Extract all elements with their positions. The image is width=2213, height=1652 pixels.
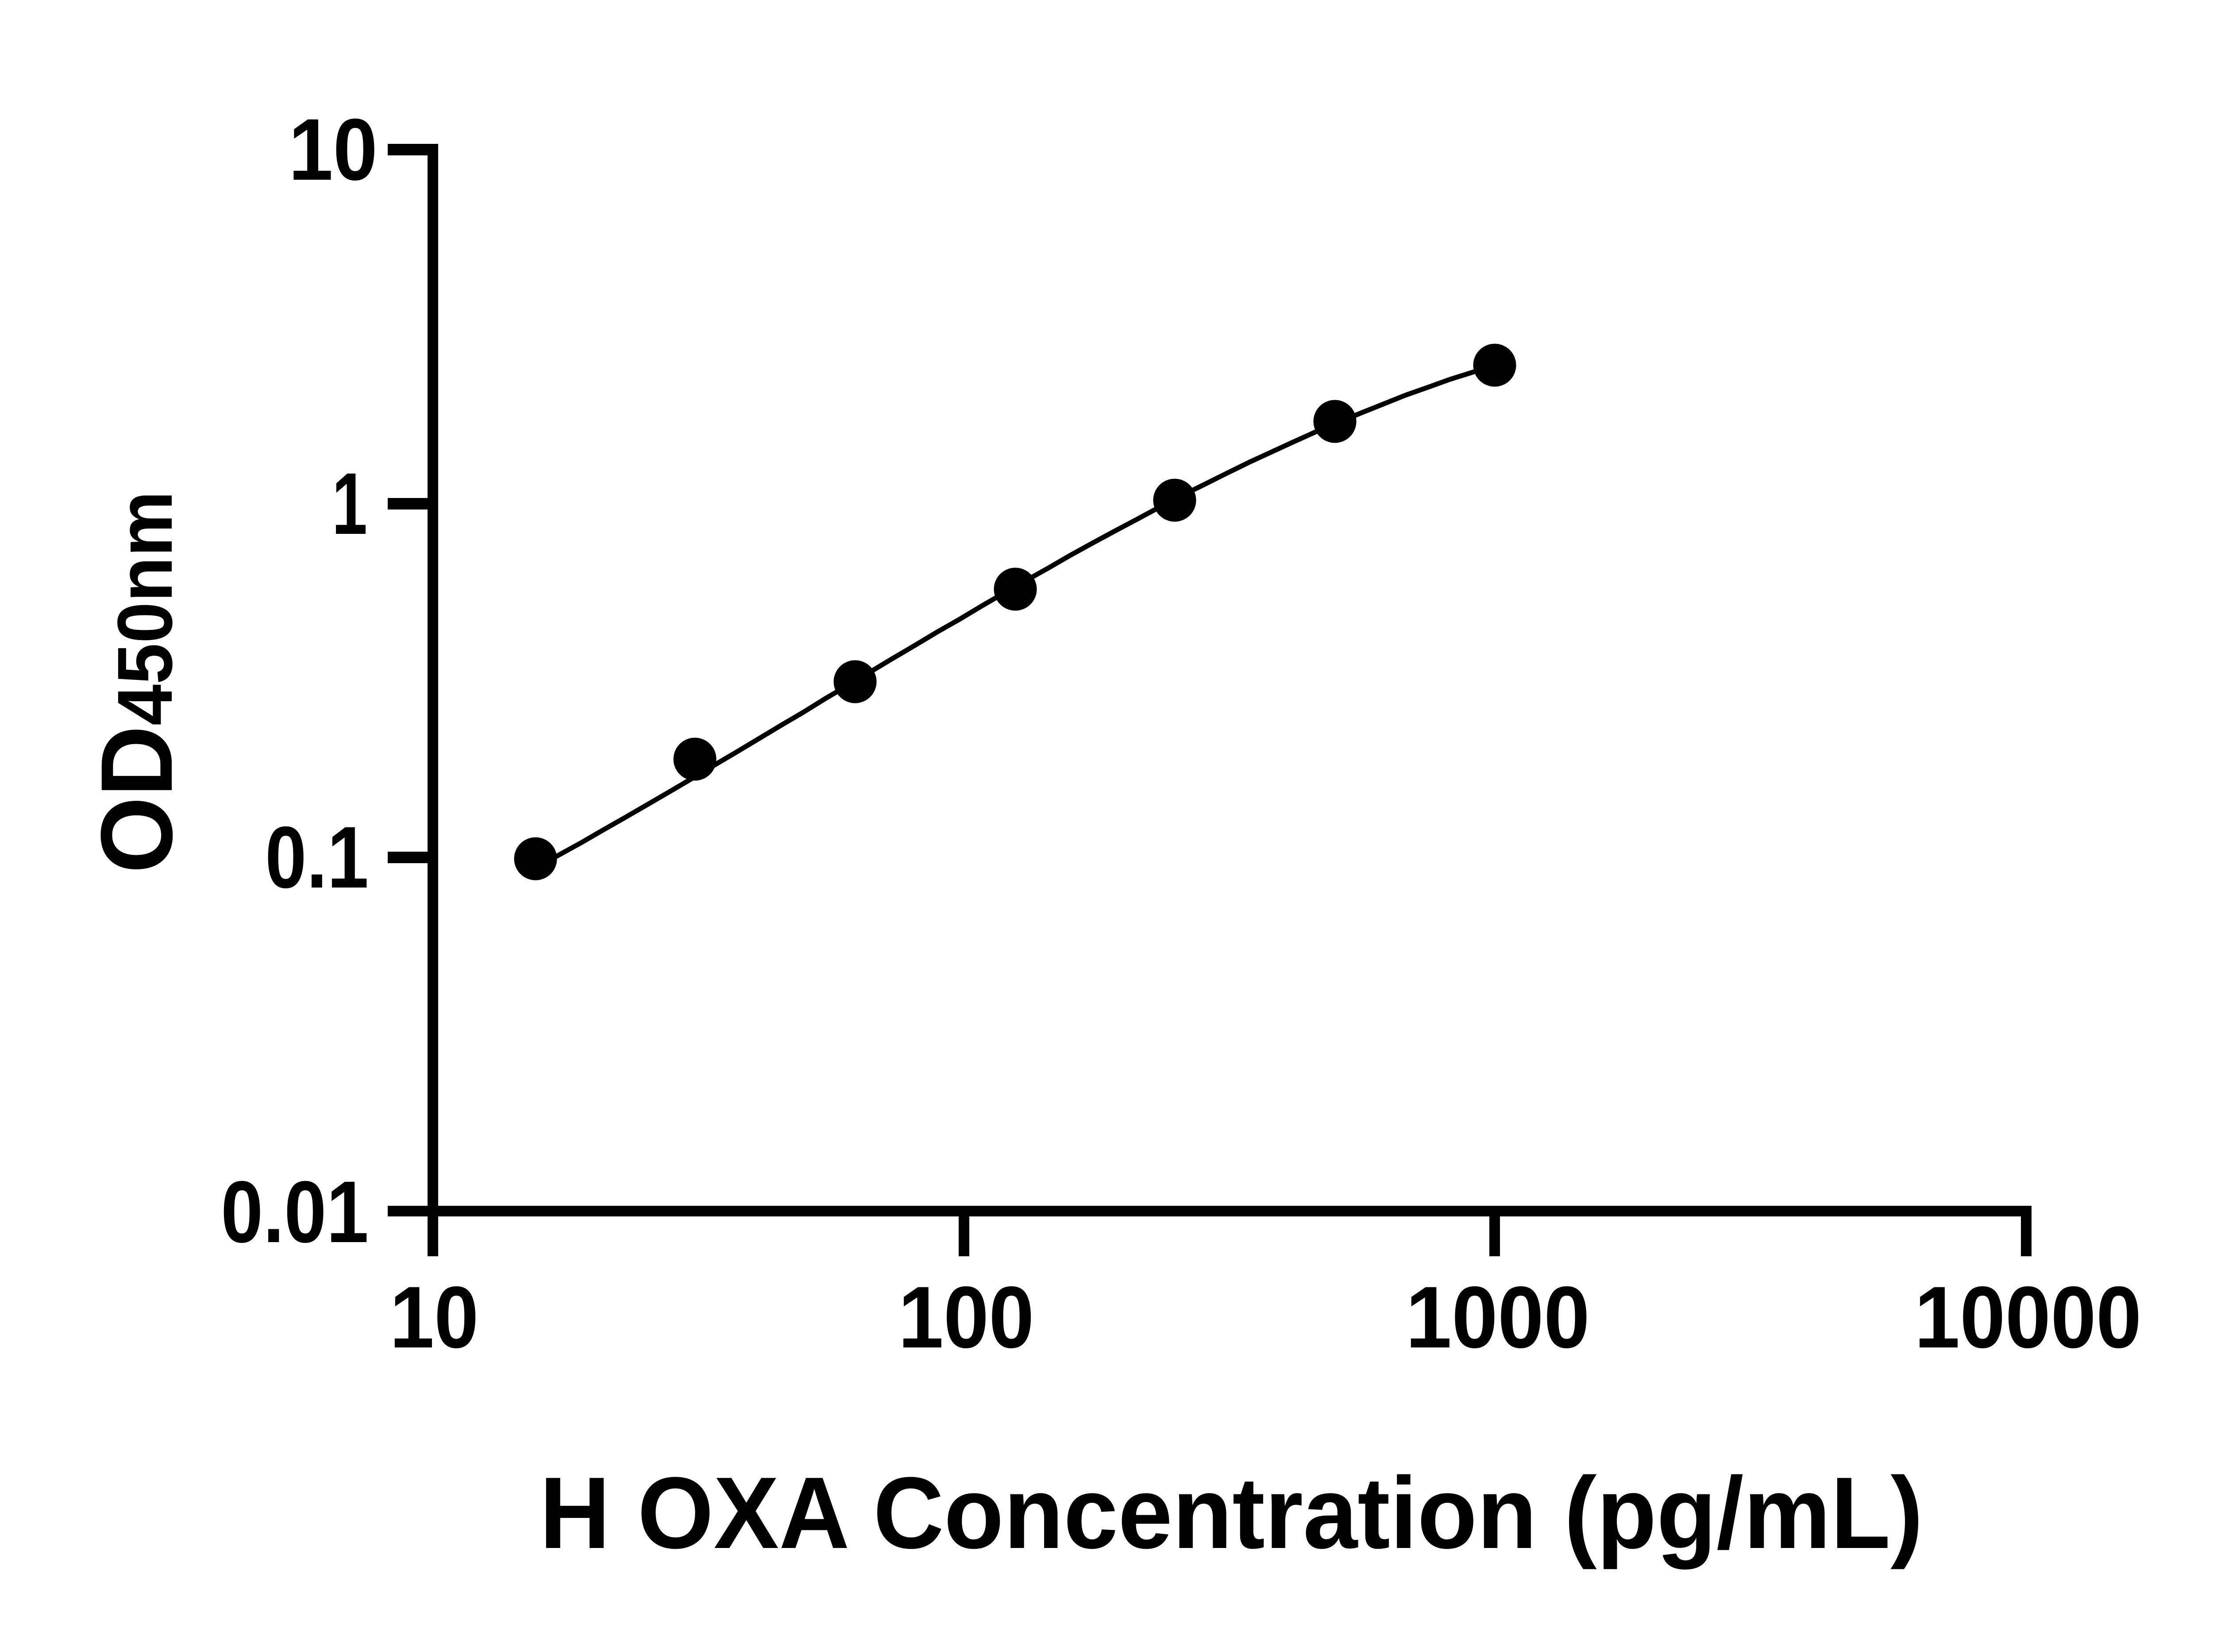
svg-text:H OXA Concentration (pg/mL): H OXA Concentration (pg/mL) <box>540 1456 1923 1570</box>
svg-text:10000: 10000 <box>1915 1268 2142 1366</box>
svg-text:10: 10 <box>289 100 378 198</box>
svg-text:10: 10 <box>390 1268 479 1366</box>
svg-text:0.01: 0.01 <box>221 1163 369 1261</box>
svg-text:1000: 1000 <box>1406 1268 1590 1366</box>
svg-text:0.1: 0.1 <box>265 808 369 906</box>
svg-text:OD450nm: OD450nm <box>80 491 193 873</box>
svg-text:1: 1 <box>332 455 367 552</box>
svg-text:100: 100 <box>898 1268 1034 1366</box>
